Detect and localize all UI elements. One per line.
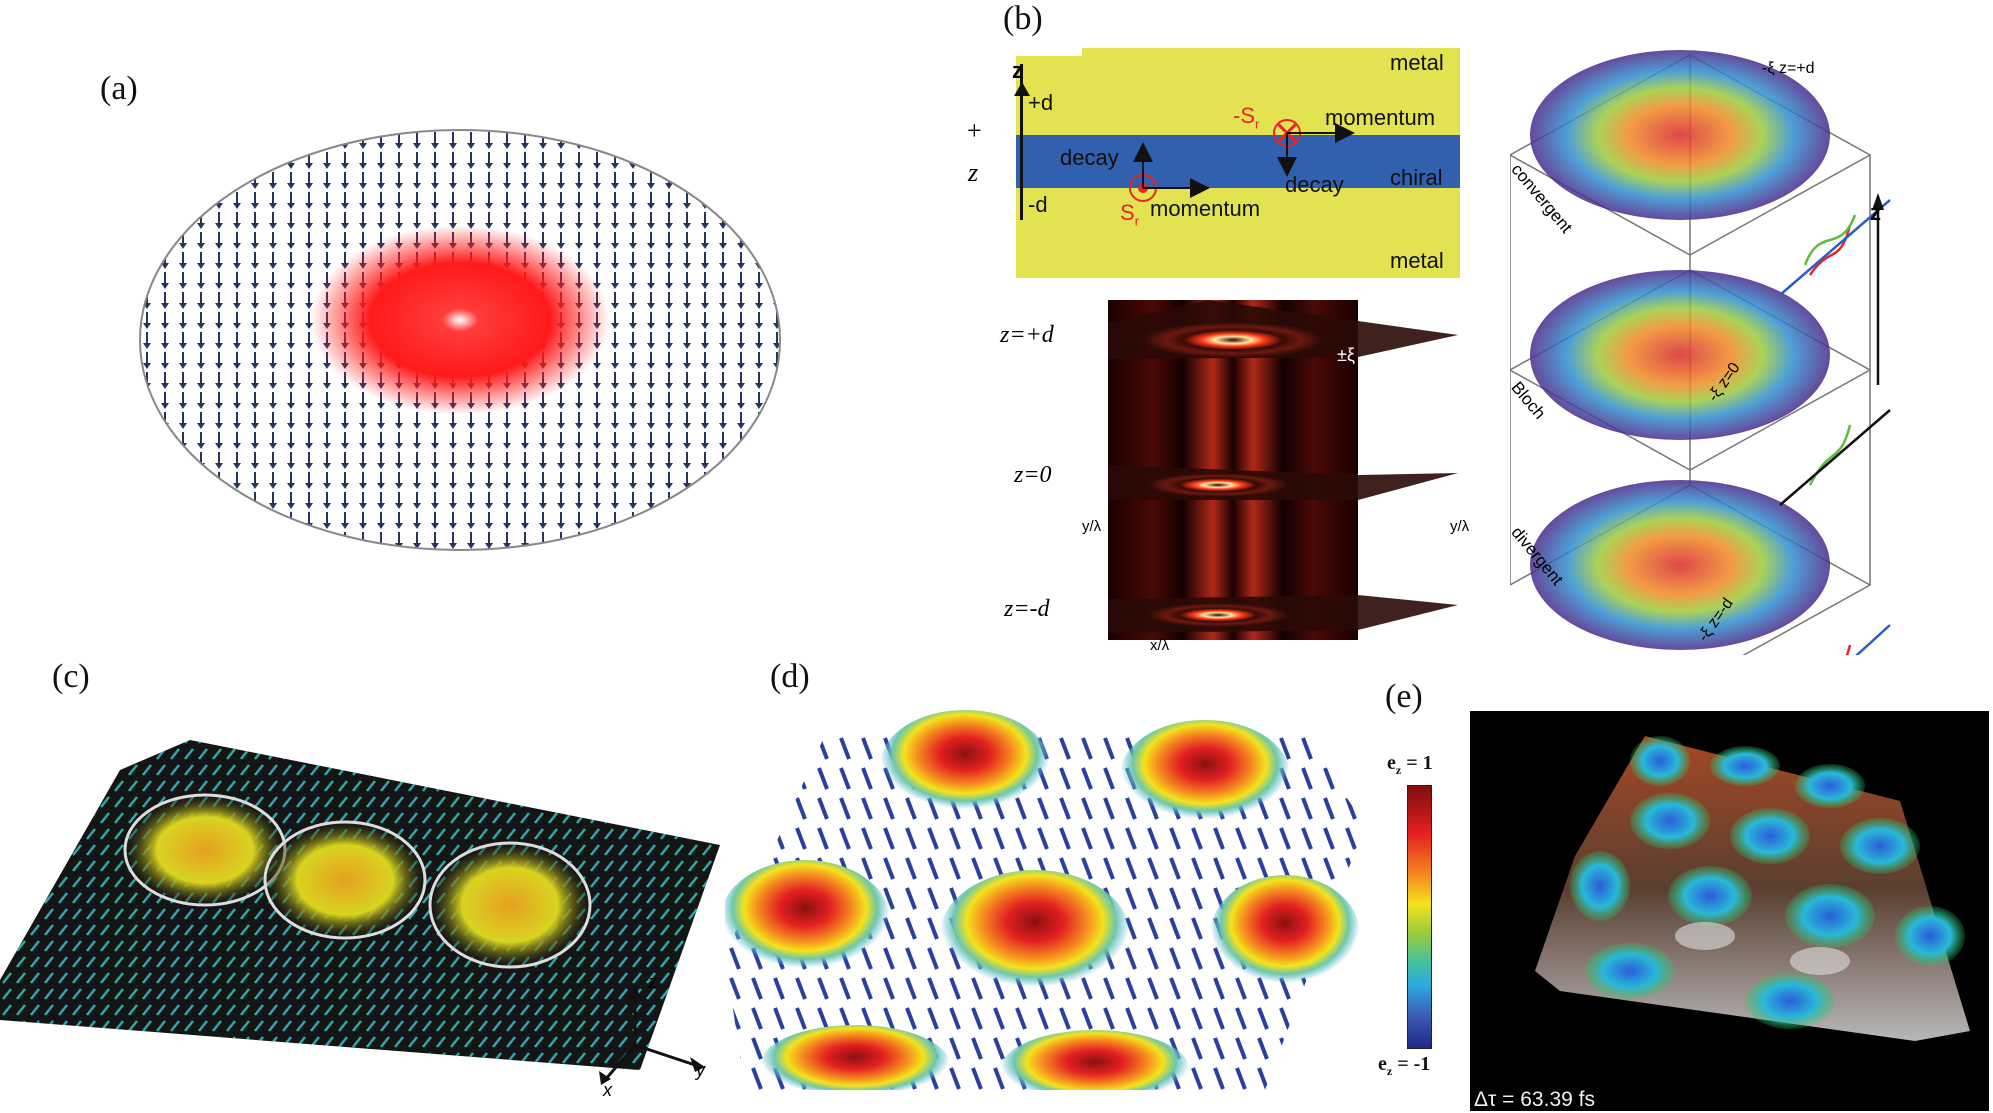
left-momentum-label: momentum [1150, 196, 1261, 221]
stack-top-label: -ξ z=+d [1762, 60, 1815, 77]
time-delay-label: Δτ = 63.39 fs [1474, 1088, 1595, 1111]
side-z: z [968, 158, 979, 187]
axis-z-label: z [648, 972, 657, 992]
y-lambda-left-label: y/λ [1082, 518, 1102, 535]
panel-d-skyrmion-lattice [725, 710, 1365, 1090]
field-slices [1108, 300, 1458, 633]
x-lambda-label: x/λ [1150, 637, 1170, 654]
panel-e-spin-surface [1535, 736, 1970, 1041]
plus-d-label: +d [1028, 90, 1054, 115]
z-plus-d-label: z=+d [1000, 322, 1054, 348]
side-plus: + [967, 116, 982, 145]
axis-y-label: y [696, 1060, 705, 1080]
minus-d-label: -d [1028, 192, 1048, 217]
colorbar-min-label: ez = -1 [1378, 1053, 1431, 1078]
skyrmion-stack-boxes [1510, 50, 1891, 655]
z-minus-d-label: z=-d [1004, 596, 1050, 622]
stack-z-axis-label: z [1870, 200, 1881, 225]
pm-xi-label: ±ξ [1337, 345, 1355, 365]
panel-c-skyrmion-lattice [0, 740, 720, 1070]
colorbar [1407, 785, 1432, 1049]
chiral-layer [1016, 135, 1460, 188]
left-decay-label: decay [1060, 145, 1119, 170]
bottom-metal-label: metal [1390, 248, 1444, 273]
z-axis-line [1020, 64, 1023, 220]
panel-a-skyrmion-disk [139, 129, 781, 551]
z-axis-label: z [1012, 58, 1023, 83]
xyz-axes-icon [599, 985, 705, 1085]
top-metal-label: metal [1390, 50, 1444, 75]
schematic-arrows [1129, 119, 1355, 202]
z-axis-arrowhead-icon [1014, 82, 1030, 96]
panel-c-label: (c) [52, 658, 90, 695]
panel-e-label: (e) [1385, 678, 1423, 715]
right-spin-label: -Sr [1233, 103, 1260, 132]
chiral-label: chiral [1390, 165, 1443, 190]
colorbar-max-label: ez = 1 [1387, 752, 1433, 777]
left-spin-label: Sr [1120, 200, 1140, 229]
panel-b-label: (b) [1003, 0, 1043, 37]
schematic-notch [1016, 48, 1082, 56]
y-lambda-right-label: y/λ [1450, 518, 1470, 535]
panel-a-label: (a) [100, 70, 138, 107]
panel-d-label: (d) [770, 658, 810, 695]
z-zero-label: z=0 [1014, 462, 1052, 488]
axis-x-label: x [603, 1080, 612, 1100]
